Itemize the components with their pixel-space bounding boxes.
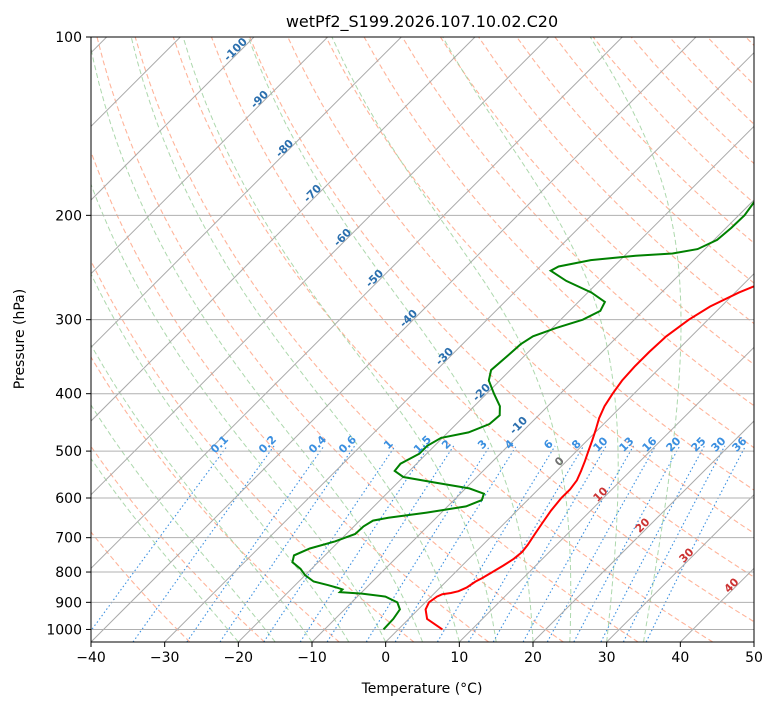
mixing-ratio-line bbox=[263, 445, 396, 642]
moist-adiabat bbox=[331, 37, 572, 642]
mixing-ratio-line bbox=[436, 445, 556, 642]
isotherm bbox=[164, 51, 754, 642]
moist-adiabat bbox=[130, 37, 460, 642]
x-tick-label: 50 bbox=[745, 650, 763, 666]
dry-adiabat bbox=[91, 445, 265, 642]
y-tick-label: 300 bbox=[55, 313, 82, 329]
y-tick-label: 1000 bbox=[46, 622, 82, 638]
isotherm bbox=[458, 346, 754, 642]
dry-adiabat bbox=[96, 37, 564, 642]
dry-adiabat bbox=[249, 37, 754, 578]
dry-adiabat bbox=[325, 37, 754, 491]
mixing-ratio-line bbox=[546, 445, 657, 642]
moist-adiabat bbox=[91, 457, 239, 642]
mixing-ratio-line bbox=[522, 445, 634, 642]
isotherm bbox=[91, 37, 329, 275]
isotherm bbox=[532, 420, 754, 642]
dry-adiabat bbox=[91, 150, 489, 642]
dry-adiabat bbox=[439, 37, 754, 366]
plot-frame bbox=[90, 36, 755, 643]
moist-adiabat bbox=[91, 46, 423, 642]
moist-adiabat bbox=[182, 37, 497, 642]
y-axis-ticks: 100 200 300 400 500 600 700 800 900 1000 bbox=[46, 30, 91, 638]
isotherm bbox=[91, 37, 623, 570]
isotherm bbox=[385, 272, 754, 642]
y-tick-label: 500 bbox=[55, 444, 82, 460]
y-axis-label: Pressure (hPa) bbox=[12, 289, 28, 389]
background-lines bbox=[91, 37, 754, 642]
dry-adiabat bbox=[91, 356, 340, 642]
mixing-ratio-line bbox=[186, 445, 325, 642]
y-tick-label: 600 bbox=[55, 491, 82, 507]
dewpoint-profile bbox=[291, 200, 754, 631]
y-tick-label: 400 bbox=[55, 387, 82, 403]
isotherm bbox=[91, 37, 402, 349]
moist-adiabat bbox=[442, 37, 619, 642]
moist-adiabat bbox=[247, 37, 534, 642]
mixing-ratio-line bbox=[326, 445, 455, 642]
dry-adiabat bbox=[401, 37, 754, 407]
dry-adiabat bbox=[516, 37, 754, 284]
mixing-ratio-line bbox=[219, 445, 356, 642]
moist-adiabat bbox=[589, 37, 682, 642]
x-tick-label: −40 bbox=[76, 650, 106, 666]
x-tick-label: 10 bbox=[450, 650, 468, 666]
dry-adiabat bbox=[134, 37, 639, 642]
mixing-ratio-line bbox=[132, 445, 275, 642]
x-tick-label: 30 bbox=[598, 650, 616, 666]
dry-adiabat bbox=[172, 37, 713, 642]
y-tick-label: 200 bbox=[55, 208, 82, 224]
profile-lines bbox=[291, 200, 754, 631]
y-tick-label: 100 bbox=[55, 30, 82, 46]
temperature-profile bbox=[424, 285, 754, 631]
mixing-ratio-line bbox=[299, 445, 430, 642]
x-tick-label: 20 bbox=[524, 650, 542, 666]
isotherm bbox=[237, 125, 754, 642]
moist-adiabat bbox=[91, 182, 387, 642]
mixing-ratio-line bbox=[365, 445, 491, 642]
isobar-gridlines bbox=[91, 37, 754, 630]
x-tick-label: −10 bbox=[297, 650, 327, 666]
moist-adiabat bbox=[91, 272, 350, 642]
moist-adiabat bbox=[91, 404, 276, 642]
dry-adiabat bbox=[210, 37, 754, 623]
y-tick-label: 700 bbox=[55, 531, 82, 547]
isotherm bbox=[91, 37, 255, 201]
isotherm bbox=[91, 37, 476, 422]
x-tick-label: 40 bbox=[671, 650, 689, 666]
isotherm bbox=[91, 37, 550, 496]
x-axis-ticks: −40 −30 −20 −10 0 10 20 30 40 50 bbox=[76, 642, 763, 666]
x-tick-label: 0 bbox=[381, 650, 390, 666]
y-tick-label: 800 bbox=[55, 565, 82, 581]
x-tick-label: −30 bbox=[150, 650, 180, 666]
isotherm bbox=[311, 199, 754, 642]
dry-adiabat bbox=[91, 531, 191, 642]
x-tick-label: −20 bbox=[224, 650, 254, 666]
x-axis-label: Temperature (°C) bbox=[361, 681, 483, 697]
isotherm bbox=[606, 493, 754, 642]
mixing-ratio-line bbox=[622, 445, 726, 642]
mixing-ratio-line bbox=[645, 445, 747, 642]
y-tick-label: 900 bbox=[55, 595, 82, 611]
isotherm bbox=[91, 37, 697, 642]
chart-title: wetPf2_S199.2026.107.10.02.C20 bbox=[286, 12, 558, 32]
mixing-ratio-line bbox=[468, 445, 585, 642]
